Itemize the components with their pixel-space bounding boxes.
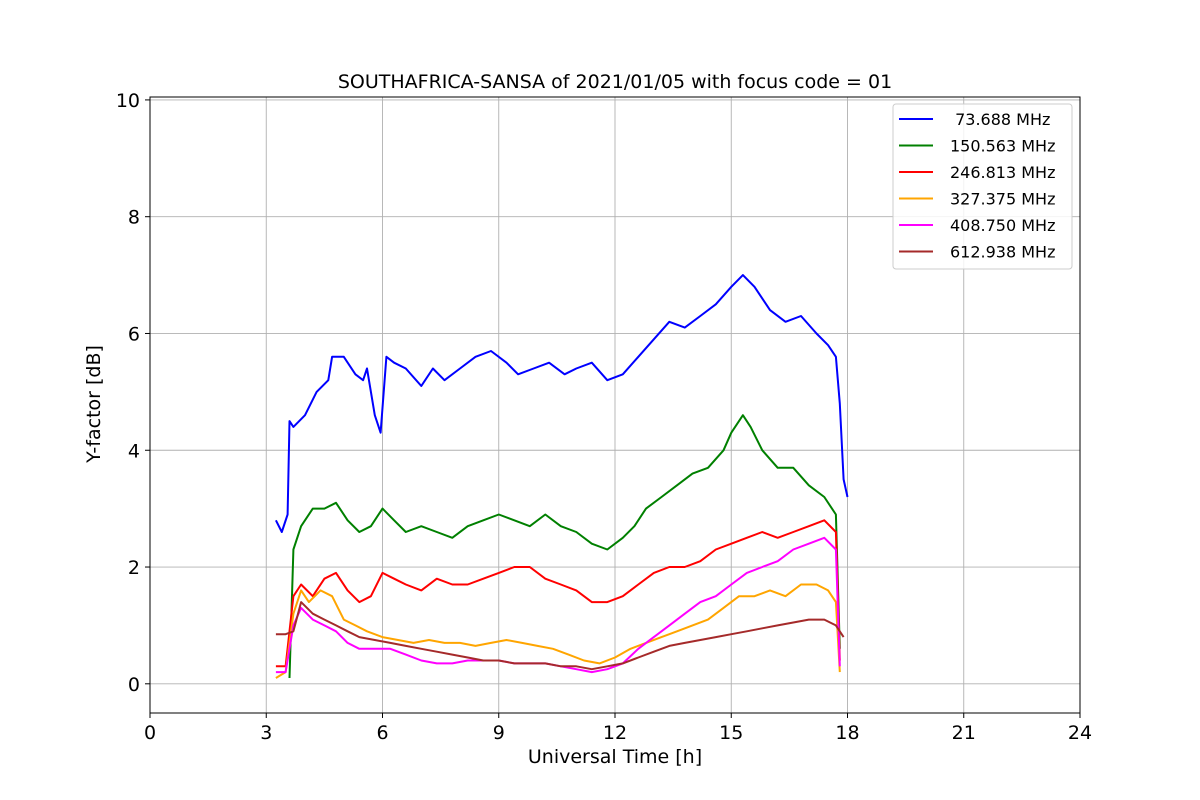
series-lines	[275, 274, 849, 679]
legend-label: 150.563 MHz	[950, 137, 1055, 156]
x-tick-label: 9	[493, 722, 505, 744]
legend-label: 612.938 MHz	[950, 243, 1055, 262]
x-tick-label: 0	[144, 722, 156, 744]
legend-label: 73.688 MHz	[950, 110, 1050, 129]
x-tick-label: 6	[376, 722, 388, 744]
x-tick-label: 18	[835, 722, 859, 744]
y-tick-label: 6	[128, 323, 140, 345]
x-tick-label: 24	[1068, 722, 1092, 744]
legend-label: 246.813 MHz	[950, 163, 1055, 182]
series-line-6	[275, 601, 845, 671]
x-tick-label: 15	[719, 722, 743, 744]
legend: 73.688 MHz 150.563 MHz 246.813 MHz 327.375 …	[892, 103, 1073, 270]
y-tick-label: 8	[128, 207, 140, 229]
chart-title: SOUTHAFRICA-SANSA of 2021/01/05 with foc…	[338, 71, 892, 93]
x-axis-label: Universal Time [h]	[528, 746, 702, 768]
series-line-3	[275, 519, 841, 668]
x-tick-label: 21	[952, 722, 976, 744]
series-line-2	[288, 414, 841, 679]
x-tick-label: 12	[603, 722, 627, 744]
y-tick-label: 2	[128, 557, 140, 579]
legend-label: 327.375 MHz	[950, 190, 1055, 209]
series-line-1	[275, 274, 849, 533]
y-tick-label: 4	[128, 440, 140, 462]
x-tick-label: 3	[260, 722, 272, 744]
y-axis-label: Y-factor [dB]	[83, 345, 105, 464]
legend-box	[892, 103, 1073, 270]
y-tick-label: 10	[116, 90, 140, 112]
series-line-4	[275, 583, 841, 679]
y-tick-label: 0	[128, 674, 140, 696]
legend-label: 408.750 MHz	[950, 216, 1055, 235]
